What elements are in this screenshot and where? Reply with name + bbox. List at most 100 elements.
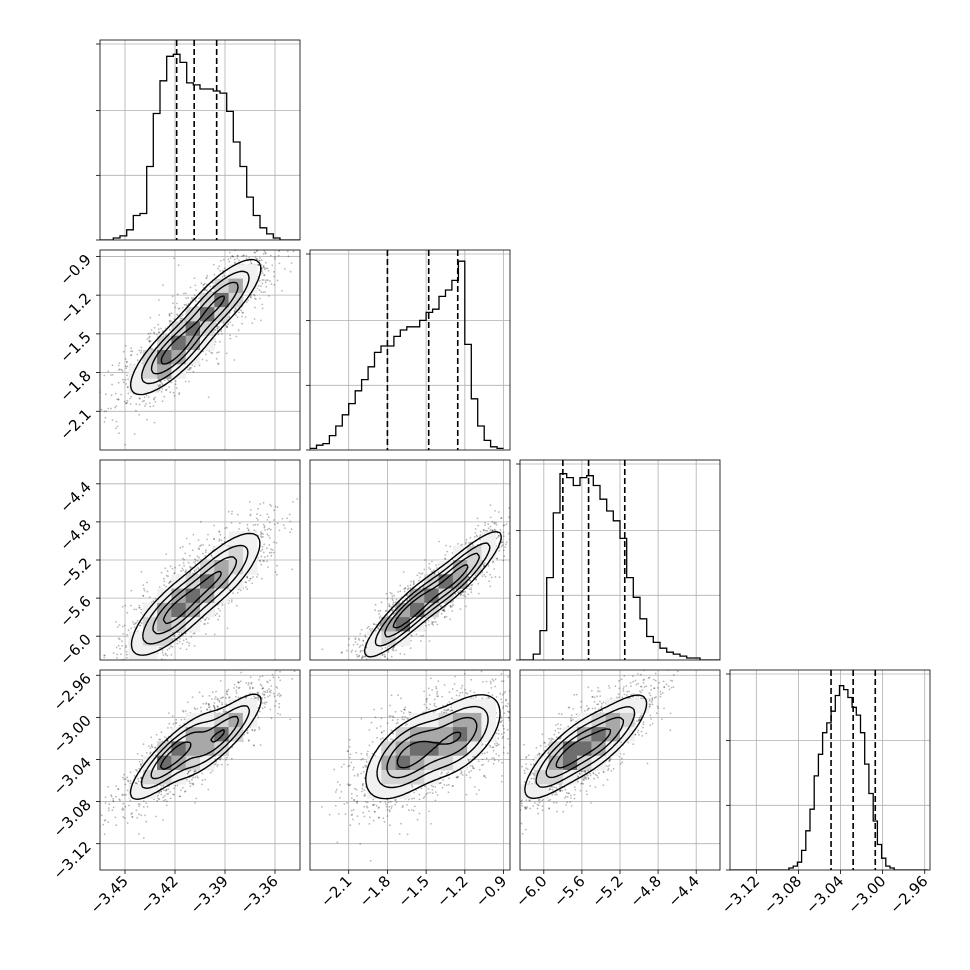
scatter-point <box>475 534 478 537</box>
scatter-point <box>249 514 252 517</box>
scatter-point <box>444 554 447 556</box>
scatter-point <box>368 682 370 684</box>
scatter-point <box>196 555 199 558</box>
scatter-point <box>181 306 184 309</box>
scatter-point <box>250 232 252 234</box>
scatter-point <box>185 632 187 635</box>
scatter-point <box>152 397 155 400</box>
scatter-point <box>166 666 168 668</box>
scatter-point <box>213 633 216 636</box>
scatter-point <box>360 628 363 631</box>
scatter-point <box>359 681 361 683</box>
histogram-2 <box>520 473 720 660</box>
scatter-point <box>179 319 182 322</box>
scatter-point <box>178 392 181 394</box>
scatter-point <box>364 655 366 657</box>
scatter-point <box>117 637 120 640</box>
scatter-point <box>126 386 129 389</box>
scatter-point <box>151 348 154 350</box>
scatter-point <box>149 340 152 343</box>
scatter-point <box>534 505 536 507</box>
scatter-point <box>158 389 161 392</box>
scatter-point <box>529 518 531 520</box>
scatter-point <box>404 587 407 589</box>
scatter-point <box>272 551 275 554</box>
scatter-point <box>205 276 208 279</box>
scatter-point <box>171 567 174 570</box>
scatter-point <box>129 354 132 357</box>
scatter-point <box>246 245 248 247</box>
scatter-point <box>360 649 362 652</box>
scatter-point <box>190 367 193 369</box>
scatter-point <box>266 555 269 557</box>
scatter-point <box>164 653 167 656</box>
scatter-point <box>457 591 459 594</box>
scatter-point <box>173 318 176 320</box>
scatter-point <box>488 580 491 583</box>
scatter-point <box>126 374 128 377</box>
scatter-point <box>502 549 505 552</box>
scatter-point <box>119 681 121 683</box>
scatter-point <box>118 661 120 663</box>
density-cell <box>171 588 186 604</box>
scatter-point <box>375 623 378 626</box>
scatter-point <box>208 618 210 620</box>
scatter-point <box>476 535 479 538</box>
histogram-1 <box>310 260 504 450</box>
scatter-point <box>193 277 196 280</box>
scatter-point <box>259 503 262 505</box>
scatter-point <box>362 656 364 658</box>
scatter-point <box>200 282 203 285</box>
scatter-point <box>261 278 264 281</box>
scatter-point <box>91 430 93 432</box>
scatter-point <box>379 623 382 626</box>
scatter-point <box>126 401 129 404</box>
scatter-point <box>213 524 215 527</box>
scatter-point <box>235 308 237 310</box>
scatter-point <box>168 647 171 650</box>
scatter-point <box>258 259 261 262</box>
scatter-point <box>487 527 490 530</box>
scatter-point <box>181 545 184 548</box>
scatter-point <box>257 285 260 287</box>
scatter-point <box>494 576 497 578</box>
scatter-point <box>120 368 123 371</box>
scatter-point <box>362 640 365 642</box>
scatter-point <box>223 274 226 277</box>
scatter-point <box>474 574 477 577</box>
scatter-point <box>253 297 256 300</box>
scatter-point <box>194 284 197 287</box>
scatter-point <box>333 708 335 710</box>
scatter-point <box>377 610 380 612</box>
scatter-point <box>232 592 235 595</box>
scatter-point <box>130 709 132 711</box>
density-cell <box>185 307 201 322</box>
scatter-point <box>117 673 119 675</box>
scatter-point <box>146 418 148 421</box>
scatter-point <box>287 255 290 258</box>
scatter-point <box>413 582 415 585</box>
scatter-point <box>111 383 113 386</box>
scatter-point <box>259 531 262 533</box>
scatter-point <box>198 548 201 550</box>
scatter-point <box>500 517 503 519</box>
scatter-point <box>162 654 165 656</box>
scatter-point <box>133 433 136 435</box>
scatter-point <box>515 543 517 545</box>
scatter-point <box>260 264 263 266</box>
scatter-point <box>210 351 213 354</box>
scatter-point <box>514 506 516 508</box>
scatter-point <box>489 528 492 531</box>
scatter-point <box>217 362 219 365</box>
scatter-point <box>269 537 271 539</box>
scatter-point <box>243 254 245 257</box>
scatter-point <box>501 544 504 546</box>
scatter-point <box>372 664 374 666</box>
scatter-point <box>236 513 239 516</box>
scatter-point <box>449 604 452 607</box>
scatter-point <box>244 581 247 584</box>
scatter-point <box>345 681 347 683</box>
scatter-point <box>193 645 196 647</box>
scatter-point <box>204 618 206 621</box>
scatter-point <box>533 490 535 492</box>
